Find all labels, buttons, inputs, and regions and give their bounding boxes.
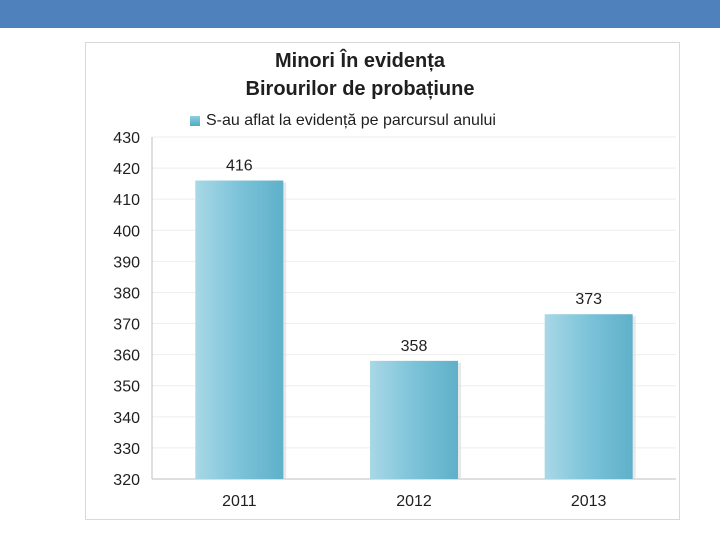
y-tick-label-370: 370 <box>113 317 140 334</box>
slide-header-bar <box>0 0 720 28</box>
y-tick-label-430: 430 <box>113 130 140 147</box>
x-tick-label-2011: 2011 <box>222 493 257 510</box>
chart-title-line-2: Birourilor de probațiune <box>245 78 475 100</box>
y-tick-label-420: 420 <box>113 161 140 178</box>
x-tick-label-2012: 2012 <box>396 493 432 510</box>
y-tick-label-410: 410 <box>113 192 140 209</box>
x-tick-label-2013: 2013 <box>571 493 607 510</box>
bar-2012 <box>370 360 458 479</box>
y-tick-label-380: 380 <box>113 285 140 302</box>
chart-legend: S-au aflat la evidență pe parcursul anul… <box>190 111 496 131</box>
legend-swatch <box>190 116 200 126</box>
bar-2013 <box>544 314 633 479</box>
y-tick-label-400: 400 <box>113 223 140 240</box>
y-tick-label-320: 320 <box>113 472 140 489</box>
data-label-2013: 373 <box>575 291 602 308</box>
data-label-2011: 416 <box>226 158 253 175</box>
bar-2011 <box>195 180 284 479</box>
y-tick-label-390: 390 <box>113 254 140 271</box>
y-tick-label-330: 330 <box>113 441 140 458</box>
y-tick-label-360: 360 <box>113 348 140 365</box>
chart-title-line-1: Minori În evidența <box>274 50 446 72</box>
y-tick-label-340: 340 <box>113 410 140 427</box>
data-label-2012: 358 <box>401 338 428 355</box>
y-tick-label-350: 350 <box>113 379 140 396</box>
legend-label: S-au aflat la evidență pe parcursul anul… <box>206 112 496 129</box>
